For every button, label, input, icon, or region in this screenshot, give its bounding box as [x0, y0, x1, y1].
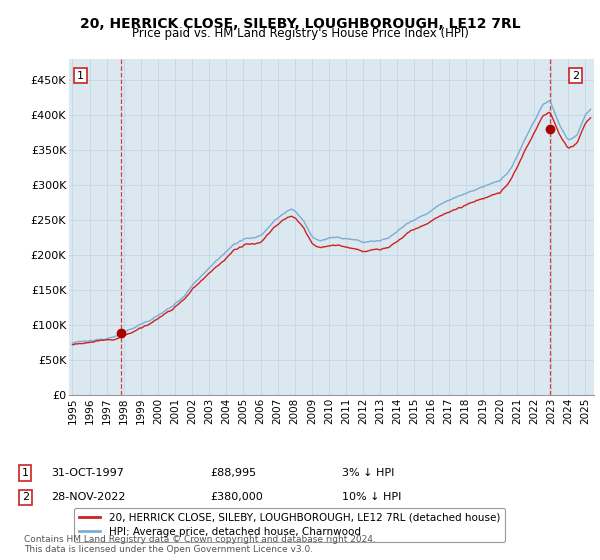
Text: Price paid vs. HM Land Registry's House Price Index (HPI): Price paid vs. HM Land Registry's House … — [131, 27, 469, 40]
Text: Contains HM Land Registry data © Crown copyright and database right 2024.
This d: Contains HM Land Registry data © Crown c… — [24, 535, 376, 554]
Text: 3% ↓ HPI: 3% ↓ HPI — [342, 468, 394, 478]
Text: 2: 2 — [572, 71, 579, 81]
Legend: 20, HERRICK CLOSE, SILEBY, LOUGHBOROUGH, LE12 7RL (detached house), HPI: Average: 20, HERRICK CLOSE, SILEBY, LOUGHBOROUGH,… — [74, 507, 505, 542]
Text: £380,000: £380,000 — [210, 492, 263, 502]
Text: 10% ↓ HPI: 10% ↓ HPI — [342, 492, 401, 502]
Text: 2: 2 — [22, 492, 29, 502]
Text: 1: 1 — [22, 468, 29, 478]
Text: 20, HERRICK CLOSE, SILEBY, LOUGHBOROUGH, LE12 7RL: 20, HERRICK CLOSE, SILEBY, LOUGHBOROUGH,… — [80, 17, 520, 31]
Text: 28-NOV-2022: 28-NOV-2022 — [51, 492, 125, 502]
Text: £88,995: £88,995 — [210, 468, 256, 478]
Text: 1: 1 — [77, 71, 84, 81]
Text: 31-OCT-1997: 31-OCT-1997 — [51, 468, 124, 478]
